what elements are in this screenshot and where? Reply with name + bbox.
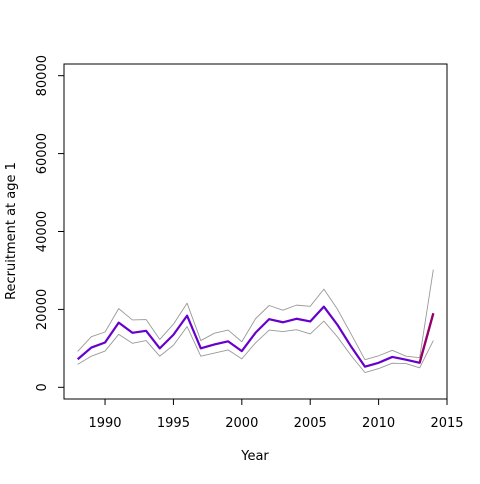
x-tick-label-2010: 2010 [362, 416, 395, 431]
y-tick-label-60000: 60000 [35, 133, 50, 174]
series-line-final-year-segment [418, 313, 435, 364]
series-line-estimate [76, 305, 435, 368]
x-tick-label-1990: 1990 [88, 416, 121, 431]
y-tick-label-20000: 20000 [35, 289, 50, 330]
y-tick-label-40000: 40000 [35, 211, 50, 252]
x-axis-label: Year [240, 449, 269, 464]
x-axis: 1990 1995 2000 2005 2010 2015 [88, 398, 464, 431]
series-layer [76, 269, 435, 373]
series-line-upper-bound [77, 269, 434, 361]
y-axis-label: Recruitment at age 1 [4, 162, 19, 300]
y-tick-label-80000: 80000 [35, 55, 50, 96]
series-line-lower-bound [77, 320, 434, 373]
plot-frame [63, 63, 448, 400]
x-tick-label-1995: 1995 [157, 416, 190, 431]
y-tick-label-0: 0 [35, 383, 50, 391]
y-axis: 0 20000 40000 60000 80000 [35, 55, 65, 391]
x-tick-label-2005: 2005 [294, 416, 327, 431]
x-tick-label-2000: 2000 [225, 416, 258, 431]
x-tick-label-2015: 2015 [430, 416, 463, 431]
